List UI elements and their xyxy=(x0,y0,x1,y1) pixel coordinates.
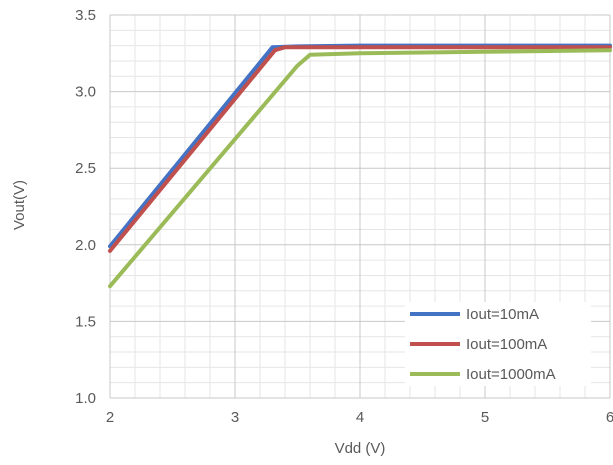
y-axis-title: Vout(V) xyxy=(11,180,28,230)
x-tick-label: 3 xyxy=(231,409,239,426)
x-tick-label: 2 xyxy=(106,409,114,426)
legend-label-10ma: Iout=10mA xyxy=(466,306,539,323)
y-tick-label: 1.0 xyxy=(75,390,96,407)
series-line-1 xyxy=(108,45,612,253)
legend-entry-10ma: Iout=10mA xyxy=(410,306,539,323)
x-tick-label: 4 xyxy=(356,409,364,426)
tick-labels: 2 3 4 5 6 1.0 1.5 2.0 2.5 3.0 3.5 xyxy=(75,7,613,426)
y-tick-label: 1.5 xyxy=(75,313,96,330)
series-lines xyxy=(108,43,612,289)
legend-entry-1000ma: Iout=1000mA xyxy=(410,366,556,383)
y-tick-label: 2.5 xyxy=(75,160,96,177)
x-tick-label: 6 xyxy=(606,409,613,426)
legend: Iout=10mA Iout=100mA Iout=1000mA xyxy=(405,302,591,386)
legend-label-1000ma: Iout=1000mA xyxy=(466,366,556,383)
major-gridlines xyxy=(109,14,611,399)
legend-label-100ma: Iout=100mA xyxy=(466,336,547,353)
legend-entry-100ma: Iout=100mA xyxy=(410,336,547,353)
y-tick-label: 3.0 xyxy=(75,84,96,101)
y-tick-label: 2.0 xyxy=(75,237,96,254)
series-line-2 xyxy=(108,48,612,289)
x-tick-label: 5 xyxy=(481,409,489,426)
x-axis-title: Vdd (V) xyxy=(335,440,386,457)
y-tick-label: 3.5 xyxy=(75,7,96,24)
